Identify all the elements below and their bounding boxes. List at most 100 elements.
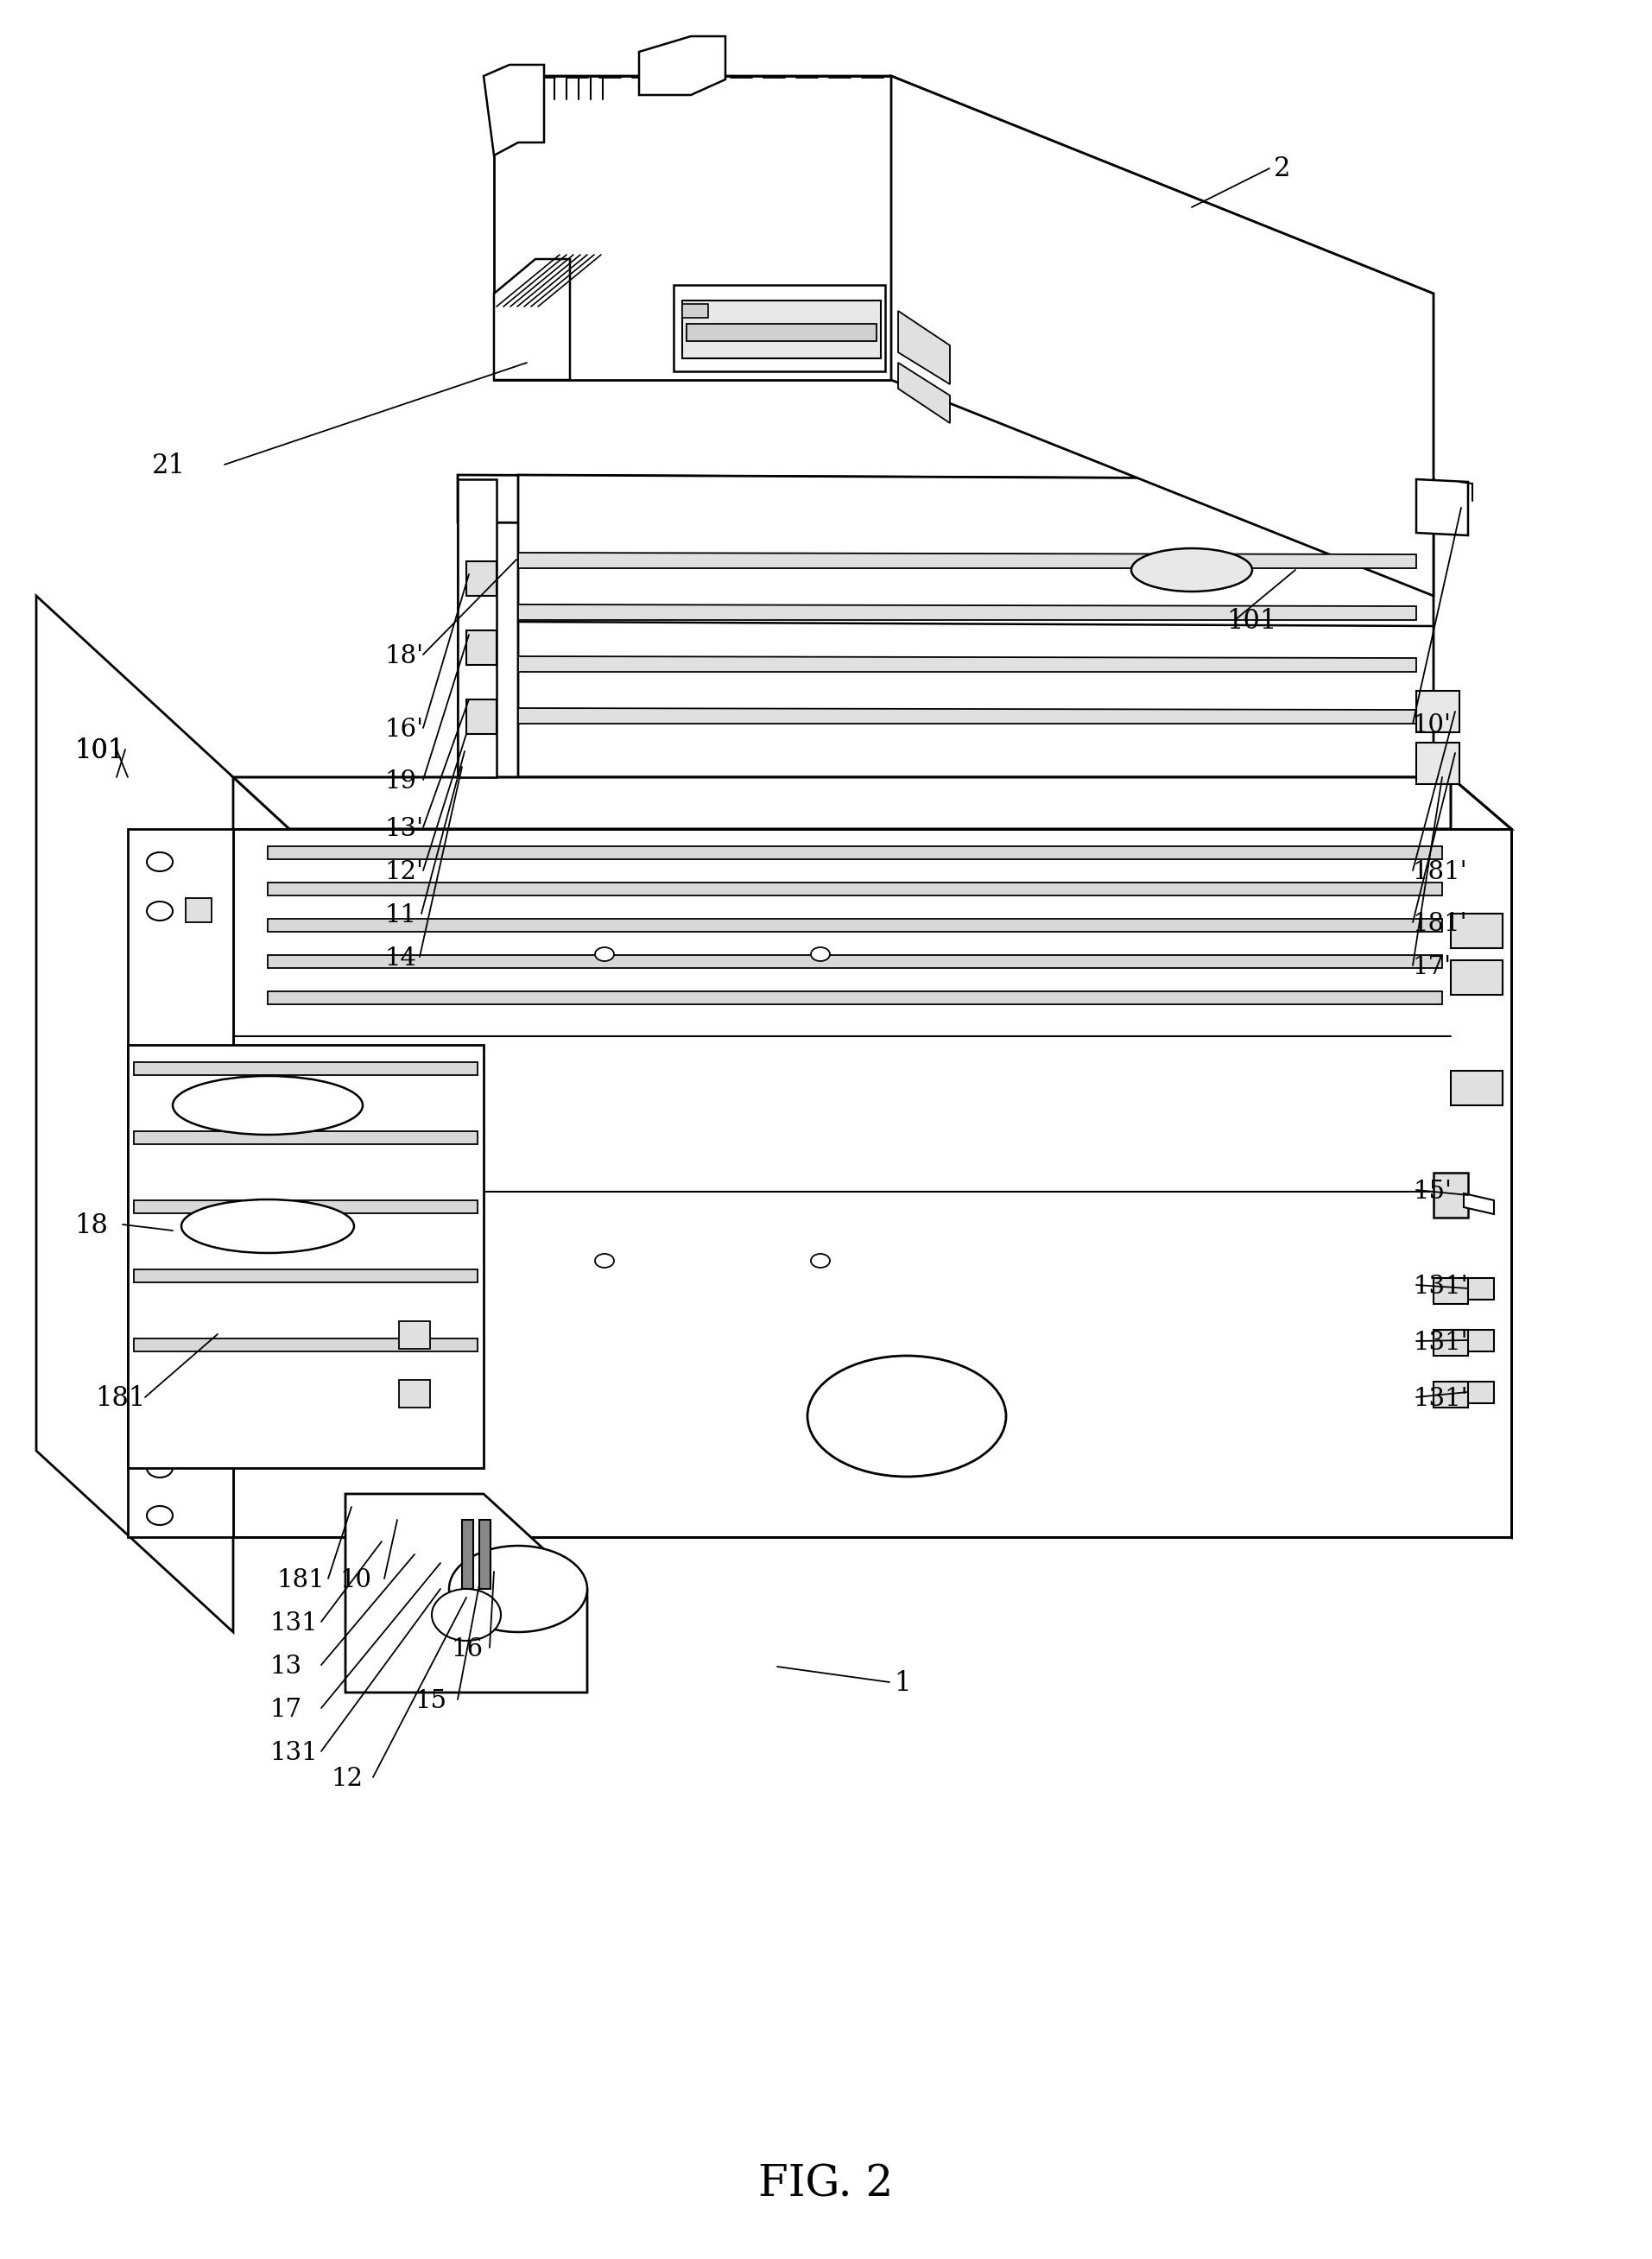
Polygon shape <box>639 36 725 95</box>
Polygon shape <box>466 560 497 596</box>
Text: 17: 17 <box>269 1699 302 1721</box>
Text: 131: 131 <box>269 1742 317 1764</box>
Polygon shape <box>185 899 211 922</box>
Polygon shape <box>1450 1331 1493 1351</box>
Text: 131': 131' <box>1412 1274 1467 1299</box>
Text: 1: 1 <box>894 1669 910 1697</box>
Text: 11: 11 <box>385 904 416 928</box>
Polygon shape <box>1416 691 1459 732</box>
Text: 21: 21 <box>152 452 185 479</box>
Polygon shape <box>127 829 233 1536</box>
Polygon shape <box>519 605 1416 619</box>
Polygon shape <box>1434 1331 1469 1355</box>
Polygon shape <box>1464 1193 1493 1213</box>
Polygon shape <box>134 1062 477 1075</box>
Text: 16': 16' <box>385 718 423 741</box>
Ellipse shape <box>147 1507 173 1525</box>
Polygon shape <box>1416 479 1469 535</box>
Polygon shape <box>466 630 497 664</box>
Text: 131': 131' <box>1412 1387 1467 1412</box>
Polygon shape <box>899 312 950 384</box>
Ellipse shape <box>1132 549 1252 592</box>
Ellipse shape <box>182 1200 354 1254</box>
Ellipse shape <box>431 1588 501 1640</box>
Polygon shape <box>1416 743 1459 784</box>
Ellipse shape <box>808 1355 1006 1477</box>
Polygon shape <box>1450 1383 1493 1403</box>
Polygon shape <box>1450 777 1512 1536</box>
Text: 12: 12 <box>330 1767 363 1791</box>
Polygon shape <box>127 1046 484 1468</box>
Polygon shape <box>494 77 890 380</box>
Polygon shape <box>458 479 497 777</box>
Polygon shape <box>1434 1383 1469 1407</box>
Polygon shape <box>494 77 1434 294</box>
Ellipse shape <box>173 1075 363 1134</box>
Text: 131: 131 <box>269 1611 317 1636</box>
Polygon shape <box>268 883 1442 895</box>
Polygon shape <box>458 474 1434 526</box>
Polygon shape <box>479 1520 491 1588</box>
Polygon shape <box>233 829 1512 1536</box>
Text: 18': 18' <box>385 644 423 669</box>
Polygon shape <box>890 77 1434 596</box>
Polygon shape <box>682 300 881 359</box>
Text: 131': 131' <box>1412 1331 1467 1355</box>
Polygon shape <box>134 1340 477 1351</box>
Ellipse shape <box>147 1459 173 1477</box>
Polygon shape <box>466 700 497 734</box>
Polygon shape <box>484 66 544 156</box>
Polygon shape <box>400 1380 430 1407</box>
Ellipse shape <box>811 947 829 960</box>
Polygon shape <box>268 919 1442 931</box>
Polygon shape <box>519 657 1416 671</box>
Text: 2: 2 <box>1274 156 1290 181</box>
Polygon shape <box>1450 1071 1503 1105</box>
Polygon shape <box>268 992 1442 1005</box>
Text: 181: 181 <box>96 1385 145 1412</box>
Polygon shape <box>1434 1172 1469 1218</box>
Polygon shape <box>494 260 570 380</box>
Text: 12': 12' <box>385 861 423 883</box>
Text: 15: 15 <box>415 1690 446 1712</box>
Text: 14: 14 <box>385 947 416 971</box>
Polygon shape <box>345 1493 586 1692</box>
Text: 181: 181 <box>276 1568 324 1593</box>
Ellipse shape <box>147 901 173 919</box>
Polygon shape <box>899 364 950 422</box>
Polygon shape <box>519 553 1416 569</box>
Polygon shape <box>1450 960 1503 994</box>
Text: 101: 101 <box>1226 608 1277 635</box>
Polygon shape <box>134 1200 477 1213</box>
Ellipse shape <box>595 947 615 960</box>
Polygon shape <box>519 707 1416 723</box>
Polygon shape <box>1434 1279 1469 1303</box>
Ellipse shape <box>147 852 173 872</box>
Polygon shape <box>134 1132 477 1143</box>
Text: 10': 10' <box>1412 714 1450 736</box>
Text: 17': 17' <box>1412 956 1450 978</box>
Polygon shape <box>458 474 519 777</box>
Polygon shape <box>268 847 1442 858</box>
Text: 101: 101 <box>74 739 124 764</box>
Text: 15': 15' <box>1412 1179 1452 1204</box>
Polygon shape <box>134 1270 477 1283</box>
Ellipse shape <box>449 1545 586 1631</box>
Polygon shape <box>1450 913 1503 949</box>
Text: 13': 13' <box>385 818 423 840</box>
Polygon shape <box>268 956 1442 969</box>
Polygon shape <box>1450 1279 1493 1299</box>
Polygon shape <box>400 1322 430 1349</box>
Polygon shape <box>233 777 1512 829</box>
Polygon shape <box>519 474 1434 777</box>
Text: 181': 181' <box>1412 913 1467 935</box>
Ellipse shape <box>811 1254 829 1267</box>
Text: 13: 13 <box>269 1654 302 1678</box>
Text: 181': 181' <box>1412 861 1467 883</box>
Text: 16: 16 <box>451 1638 482 1660</box>
Ellipse shape <box>595 1254 615 1267</box>
Text: 18: 18 <box>74 1213 107 1240</box>
Text: FIG. 2: FIG. 2 <box>758 2164 894 2207</box>
Text: 101: 101 <box>74 739 124 764</box>
Text: 19: 19 <box>385 770 416 793</box>
